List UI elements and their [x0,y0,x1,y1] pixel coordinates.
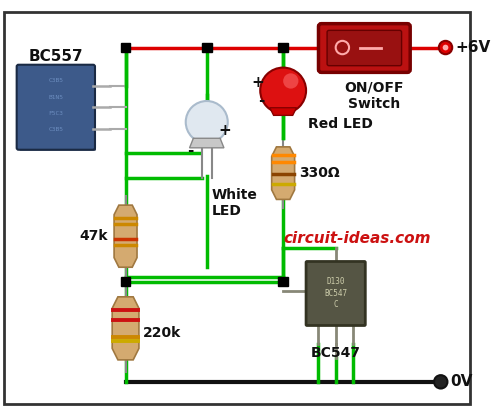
FancyBboxPatch shape [306,262,365,325]
Polygon shape [114,205,137,267]
Circle shape [186,101,228,143]
Text: BC557: BC557 [29,49,83,64]
FancyBboxPatch shape [17,65,95,150]
Text: BC547: BC547 [324,289,347,297]
Text: D130: D130 [327,277,345,286]
Text: 47k: 47k [80,229,108,243]
Bar [279,277,288,286]
Text: F5C3: F5C3 [48,111,63,116]
Text: White
LED: White LED [211,188,257,218]
Polygon shape [112,297,139,360]
Text: 220k: 220k [143,326,181,340]
Circle shape [439,41,452,54]
Text: +: + [218,123,231,138]
Bar [202,43,211,52]
Polygon shape [190,138,224,148]
Text: 330Ω: 330Ω [299,166,340,180]
Text: +: + [251,75,264,90]
Text: Red LED: Red LED [308,117,373,131]
Circle shape [283,73,298,89]
Polygon shape [272,147,294,199]
Circle shape [260,67,306,114]
Text: -: - [258,93,264,108]
Text: +6V: +6V [455,40,491,55]
Text: B1N5: B1N5 [48,95,63,100]
Circle shape [434,375,448,389]
Text: C3B5: C3B5 [48,79,63,84]
Circle shape [443,45,449,50]
Text: 0V: 0V [451,374,473,389]
Polygon shape [270,108,296,115]
FancyBboxPatch shape [327,30,402,66]
Text: C: C [333,300,338,309]
Bar [279,43,288,52]
Text: circuit-ideas.com: circuit-ideas.com [283,231,431,246]
Text: -: - [187,143,193,158]
Bar [121,43,130,52]
Bar [121,277,130,286]
FancyBboxPatch shape [319,24,410,72]
Text: ON/OFF
Switch: ON/OFF Switch [344,81,404,111]
Text: BC547: BC547 [311,346,361,359]
Text: C3B5: C3B5 [48,127,63,132]
FancyBboxPatch shape [20,67,96,151]
